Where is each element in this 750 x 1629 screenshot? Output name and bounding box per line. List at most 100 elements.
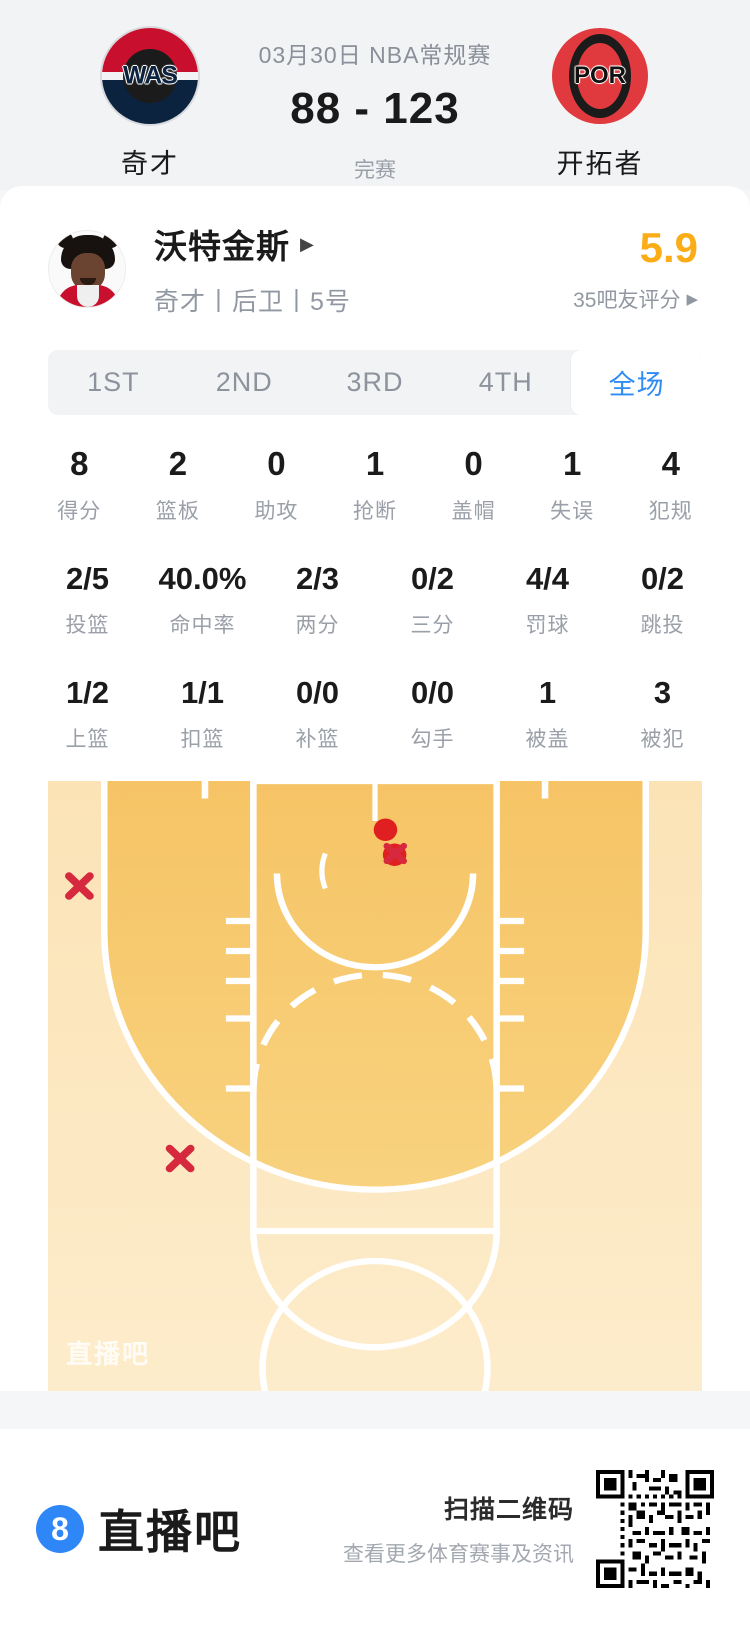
stat-jump-shots: 0/2 跳投 [605,561,720,639]
player-meta: 奇才丨后卫丨5号 [154,288,351,316]
stat-value: 4/4 [525,561,570,596]
lane-hash-marks-left [225,917,254,1092]
key-paint [250,781,500,1235]
period-tabs[interactable]: 1ST 2ND 3RD 4TH 全场 [48,350,702,415]
match-status: 完赛 [354,159,396,182]
stat-fouls: 4 犯规 [621,445,720,525]
baseline-hash-marks [201,781,549,799]
stat-hook-shots: 0/0 勾手 [375,675,490,753]
stat-label: 勾手 [410,728,455,751]
shot-made-marker[interactable] [373,818,398,842]
player-rating[interactable]: 5.9 35吧友评分 ▶ [573,224,702,314]
chevron-right-icon: ▶ [686,291,698,308]
stat-two-point: 2/3 两分 [260,561,375,639]
stat-label: 盖帽 [451,500,496,523]
stat-value: 0 [464,445,483,482]
match-header: WAS 奇才 03月30日 NBA常规赛 88 - 123 完赛 POR 开拓者 [0,0,750,190]
brand-logo[interactable]: 8 直播吧 [36,1496,343,1562]
stat-three-point: 0/2 三分 [375,561,490,639]
shot-missed-marker[interactable] [65,872,94,900]
stat-value: 1 [563,445,582,482]
stat-value: 1 [538,675,557,710]
inner-arc [273,873,477,971]
player-stats-card: 沃特金斯 ▶ 奇才丨后卫丨5号 5.9 35吧友评分 ▶ 1ST 2ND 3RD… [0,186,750,1391]
rating-label: 35吧友评分 [573,289,681,312]
away-team-logo: POR [552,28,648,124]
stat-blocked-shots: 1 被盖 [490,675,605,753]
tab-4th[interactable]: 4TH [478,367,533,397]
shot-chart[interactable]: 直播吧 [48,781,702,1391]
stat-points: 8 得分 [30,445,129,525]
stat-label: 上篮 [65,728,110,751]
basketball-court-svg [48,781,702,1391]
away-team[interactable]: POR 开拓者 [510,28,690,181]
stat-turnovers: 1 失误 [523,445,622,525]
stat-value: 8 [70,445,89,482]
stat-label: 犯规 [648,500,693,523]
court-watermark: 直播吧 [66,1339,151,1369]
stat-label: 失误 [550,500,595,523]
stat-steals: 1 抢断 [326,445,425,525]
away-team-name: 开拓者 [556,149,644,179]
stat-label: 助攻 [254,500,299,523]
tab-2nd[interactable]: 2ND [215,367,273,397]
rating-label-row[interactable]: 35吧友评分 ▶ [573,284,698,314]
avatar-jersey [57,285,119,307]
rating-value: 5.9 [639,224,698,271]
stats-row-shot-types: 1/2 上篮 1/1 扣篮 0/0 补篮 0/0 勾手 1 被盖 [30,675,720,753]
home-team[interactable]: WAS 奇才 [60,28,240,181]
stats-grid: 8 得分 2 篮板 0 助攻 1 抢断 0 盖帽 [0,445,750,753]
match-summary: 03月30日 NBA常规赛 88 - 123 完赛 [240,28,510,184]
brand-name: 直播吧 [98,1506,242,1558]
stat-label: 被犯 [640,728,685,751]
qr-code-icon[interactable] [596,1470,714,1588]
stat-label: 三分 [410,614,455,637]
stat-value: 0/0 [410,675,455,710]
shot-missed-marker[interactable] [383,842,408,865]
stat-fouls-drawn: 3 被犯 [605,675,720,753]
stats-row-shooting: 2/5 投篮 40.0% 命中率 2/3 两分 0/2 三分 4/4 罚球 [30,561,720,639]
restricted-area-arc [319,852,328,890]
shot-markers [65,818,408,1173]
tab-3rd[interactable]: 3RD [346,367,404,397]
stat-label: 跳投 [640,614,685,637]
stat-value: 0/2 [410,561,455,596]
stat-field-goals: 2/5 投篮 [30,561,145,639]
player-info: 沃特金斯 ▶ 奇才丨后卫丨5号 [154,220,573,318]
stat-tip-ins: 0/0 补篮 [260,675,375,753]
player-header[interactable]: 沃特金斯 ▶ 奇才丨后卫丨5号 5.9 35吧友评分 ▶ [0,186,750,328]
stat-value: 2/3 [295,561,340,596]
home-team-logo: WAS [102,28,198,124]
home-team-abbr: WAS [123,61,178,90]
app-footer: 8 直播吧 扫描二维码 查看更多体育赛事及资讯 [0,1429,750,1629]
stat-value: 2/5 [65,561,110,596]
stat-layups: 1/2 上篮 [30,675,145,753]
home-team-name: 奇才 [121,149,179,179]
center-circle [259,1257,491,1391]
match-score: 88 - 123 [290,84,460,133]
player-name-row[interactable]: 沃特金斯 ▶ [154,220,573,268]
match-date-league: 03月30日 NBA常规赛 [258,42,492,68]
stat-value: 40.0% [158,561,247,596]
stat-value: 4 [661,445,680,482]
away-team-abbr: POR [573,62,626,89]
lane-hash-marks-right [496,917,525,1092]
tab-1st[interactable]: 1ST [87,367,140,397]
stat-value: 2 [168,445,188,482]
was-logo-icon: WAS [102,28,198,124]
shot-missed-marker[interactable] [165,1144,195,1173]
stat-label: 补篮 [295,728,340,751]
stats-row-basic: 8 得分 2 篮板 0 助攻 1 抢断 0 盖帽 [30,445,720,525]
stat-label: 被盖 [525,728,570,751]
free-throw-circle-dashed [250,971,500,1092]
stat-label: 得分 [57,500,102,523]
stat-label: 罚球 [525,614,570,637]
stat-value: 0/0 [295,675,340,710]
avatar-mouth [80,278,96,285]
stat-label: 命中率 [169,614,236,637]
stat-dunks: 1/1 扣篮 [145,675,260,753]
stat-fg-percent: 40.0% 命中率 [145,561,260,639]
free-throw-circle-solid [250,1230,500,1351]
tab-full-game[interactable]: 全场 [571,350,702,415]
